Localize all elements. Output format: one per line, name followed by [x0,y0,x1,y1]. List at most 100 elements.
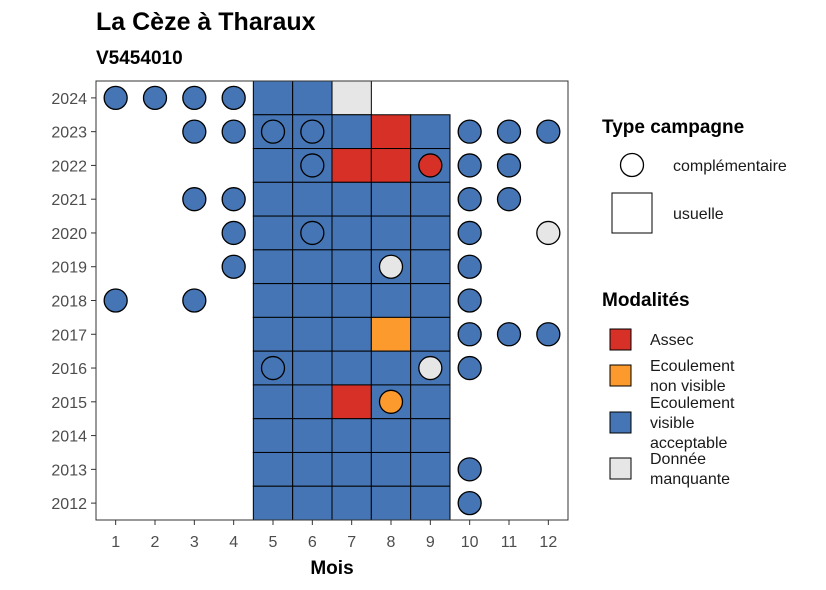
point-2016-10 [457,355,482,381]
legend-key-usuelle [611,192,653,234]
point-2024-3 [182,85,207,111]
y-tick-label-2013: 2013 [51,462,87,479]
point-2022-10 [457,153,482,178]
x-tick-label-6: 6 [308,534,317,551]
tile-2020-8 [370,215,412,251]
tile-2012-5 [252,485,294,521]
point-2024-1 [103,85,128,111]
tile-2020-5 [252,215,294,251]
tile-2014-6 [292,418,333,453]
tile-2018-6 [292,283,333,318]
tile-2016-8 [370,350,412,386]
tile-2022-7 [331,148,372,183]
x-tick-label-3: 3 [190,534,199,551]
tile-2016-7 [331,350,372,386]
tile-2015-6 [292,384,333,420]
tile-layer [252,80,451,521]
tile-2013-9 [410,451,451,487]
tile-2023-9 [410,114,451,150]
tile-2019-7 [331,249,372,285]
x-tick-label-2: 2 [151,534,160,551]
tile-2021-7 [331,181,372,217]
tile-2014-7 [331,418,372,453]
x-axis-title: Mois [310,558,353,579]
y-axis: 2012 2013 2014 2015 2016 2017 2018 2019 2020 2021… [51,91,96,513]
legend-label-line: Ecoulement [650,358,735,375]
point-2019-8 [378,254,404,279]
tile-2022-5 [252,148,294,183]
tile-2015-7 [331,384,372,420]
tile-2019-5 [252,249,294,285]
legend-label-line: non visible [650,378,726,395]
legend-swatch-donn-e-manquante [609,457,632,480]
point-2023-12 [536,119,561,144]
y-tick-label-2018: 2018 [51,294,87,311]
legend-label-ecoulement-non-visible: Ecoulement non visible [650,358,735,395]
point-2013-10 [457,457,482,482]
legend-title-type: Type campagne [602,117,744,138]
tile-2024-5 [252,80,294,116]
tile-2018-5 [252,283,294,318]
legend-swatch-ecoulement-visible-acceptable [609,411,632,434]
x-tick-label-12: 12 [539,534,557,551]
x-tick-label-8: 8 [387,534,396,551]
point-2020-4 [221,220,246,246]
y-tick-label-2015: 2015 [51,395,87,412]
legend-title-modalites: Modalités [602,290,690,311]
tile-2014-5 [252,418,294,453]
tile-2017-5 [252,316,294,352]
legend-swatch-assec [609,328,632,351]
legend-swatch-ecoulement-non-visible [609,364,632,387]
tile-2021-9 [410,181,451,217]
point-2017-10 [457,322,482,347]
point-2023-6 [300,119,325,144]
point-2023-5 [260,119,286,144]
tile-2012-7 [331,485,372,521]
y-tick-label-2020: 2020 [51,226,87,243]
y-tick-label-2016: 2016 [51,361,87,378]
chart-title: La Cèze à Tharaux [96,8,316,36]
legend-label-line: Donnée [650,451,706,468]
y-tick-label-2017: 2017 [51,327,87,344]
point-2016-5 [260,355,286,381]
point-2016-9 [418,355,443,381]
point-2022-6 [300,153,325,178]
legend-label-usuelle: usuelle [673,206,724,223]
tile-2015-5 [252,384,294,420]
point-2021-3 [182,187,207,212]
legend-label-line: manquante [650,471,730,488]
point-2023-3 [182,119,207,144]
point-2019-10 [457,254,482,279]
tile-2021-5 [252,181,294,217]
x-tick-label-1: 1 [111,534,120,551]
point-2020-12 [536,220,561,246]
y-tick-label-2014: 2014 [51,429,87,446]
point-2015-8 [378,389,404,414]
tile-2017-8 [370,316,412,352]
tile-2014-8 [370,418,412,453]
tile-2013-5 [252,451,294,487]
x-tick-label-5: 5 [269,534,278,551]
point-2023-11 [496,119,522,144]
chart-subtitle: V5454010 [96,48,183,69]
tile-2022-8 [370,148,412,183]
tile-2021-6 [292,181,333,217]
legend-label-assec: Assec [650,332,694,349]
point-2018-3 [182,288,207,313]
tile-2013-8 [370,451,412,487]
tile-2018-9 [410,283,451,318]
tile-2024-7 [331,80,372,116]
tile-2013-7 [331,451,372,487]
tile-2020-9 [410,215,451,251]
point-2023-4 [221,119,246,144]
point-2021-11 [496,187,522,212]
legend-label-line: visible [650,415,695,432]
tile-2019-9 [410,249,451,285]
tile-2014-9 [410,418,451,453]
tile-2017-6 [292,316,333,352]
point-2024-4 [221,85,246,111]
point-2021-10 [457,187,482,212]
tile-2017-9 [410,316,451,352]
